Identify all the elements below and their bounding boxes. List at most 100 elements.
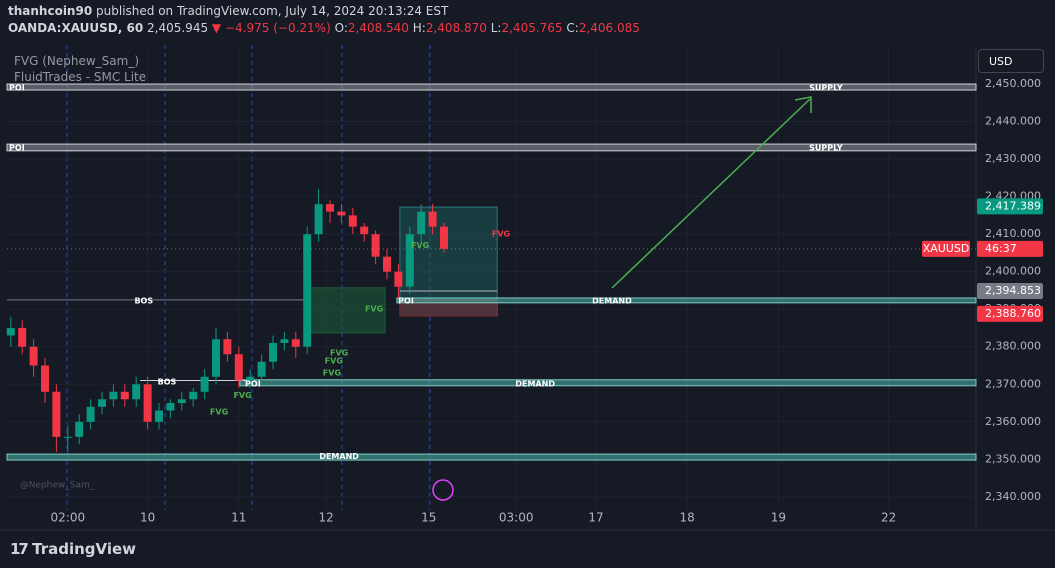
candle-body — [120, 391, 129, 400]
symbol-tag-label: XAUUSD — [923, 242, 970, 255]
annotation: BOS — [158, 378, 177, 387]
annotation: BOS — [134, 296, 153, 305]
change-arrow: ▼ — [211, 21, 222, 35]
candle-body — [223, 339, 232, 355]
ohlc-value: 2,408.540 — [347, 21, 409, 35]
annotation: FVG — [325, 357, 343, 366]
indicators: FVG (Nephew_Sam_) FluidTrades - SMC Lite — [14, 53, 146, 85]
x-tick-label: 18 — [680, 511, 695, 525]
change: −4.975 (−0.21%) — [224, 21, 331, 35]
annotation: POI — [398, 296, 414, 305]
candle-body — [155, 410, 163, 422]
price-tag-label: 2,394.853 — [985, 284, 1041, 297]
candle-body — [428, 211, 437, 227]
price-tag-label: 2,417.389 — [985, 199, 1041, 212]
brand: 17 TradingView — [10, 540, 137, 558]
candle-body — [291, 339, 300, 347]
price-tag — [977, 305, 1043, 322]
x-tick-label: 11 — [231, 511, 246, 525]
candle-body — [440, 226, 448, 249]
annotation: FVG — [233, 391, 251, 400]
candle-body — [143, 384, 152, 422]
candle-body — [257, 361, 266, 377]
ohlc-key: L: — [490, 21, 502, 35]
y-tick-label: 2,380.000 — [985, 340, 1041, 353]
x-tick-label: 19 — [771, 511, 786, 525]
candle-body — [417, 211, 426, 235]
zone — [6, 453, 977, 461]
annotation: FVG — [492, 230, 510, 239]
x-tick-label: 02:00 — [51, 511, 86, 525]
candle-body — [63, 436, 72, 438]
annotation: SUPPLY — [809, 83, 843, 92]
candle-body — [6, 327, 15, 336]
y-tick-label: 2,360.000 — [985, 415, 1041, 428]
candle-body — [98, 399, 106, 407]
ohlc-value: 2,406.085 — [578, 21, 640, 35]
y-tick-label: 2,400.000 — [985, 265, 1041, 278]
candle-body — [348, 215, 357, 227]
zone — [309, 287, 386, 334]
candle-body — [41, 365, 49, 392]
candle-body — [177, 399, 186, 404]
annotation: FVG — [330, 349, 348, 358]
candle-body — [109, 391, 118, 400]
candle-body — [75, 421, 84, 437]
x-tick-label: 17 — [588, 511, 603, 525]
candle-body — [371, 234, 380, 257]
currency-button[interactable]: USD — [978, 49, 1044, 73]
annotation: POI — [9, 143, 25, 152]
event-icon[interactable] — [432, 479, 454, 501]
annotation: FVG — [411, 241, 429, 250]
ohlc-key: O: — [334, 21, 348, 35]
x-tick-label: 10 — [140, 511, 155, 525]
price-tag — [977, 282, 1043, 299]
y-tick-label: 2,370.000 — [985, 377, 1041, 390]
ohlc-key: C: — [566, 21, 579, 35]
annotation: DEMAND — [592, 296, 632, 305]
candle-body — [280, 339, 289, 343]
author: thanhcoin90 — [8, 4, 93, 18]
price-tag-label: 2,388.760 — [985, 307, 1041, 320]
y-tick-label: 2,350.000 — [985, 452, 1041, 465]
zone — [239, 379, 977, 387]
y-tick-label: 2,410.000 — [985, 227, 1041, 240]
published: published on TradingView.com, July 14, 2… — [96, 4, 449, 18]
ohlc-value: 2,405.765 — [501, 21, 563, 35]
annotation: POI — [245, 379, 261, 388]
y-tick-label: 2,450.000 — [985, 77, 1041, 90]
x-tick-label: 15 — [421, 511, 436, 525]
ohlc-key: H: — [412, 21, 426, 35]
indicator[interactable]: FluidTrades - SMC Lite — [14, 70, 147, 84]
price-tag — [977, 198, 1043, 215]
candle-body — [166, 403, 175, 411]
candle-body — [326, 204, 334, 212]
annotation: POI — [9, 83, 25, 92]
zone — [6, 83, 977, 91]
candle-body — [314, 204, 323, 235]
candle-body — [405, 234, 414, 287]
x-tick-label: 03:00 — [499, 511, 534, 525]
watermark: @Nephew_Sam_ — [20, 481, 95, 491]
candle-body — [234, 354, 243, 381]
ohlc-value: 2,408.870 — [425, 21, 487, 35]
candle-body — [18, 327, 27, 347]
candle-body — [246, 376, 255, 381]
candle-body — [212, 339, 220, 377]
indicator[interactable]: FVG (Nephew_Sam_) — [14, 54, 140, 68]
annotation: DEMAND — [515, 379, 555, 388]
annotation: FVG — [210, 408, 228, 417]
y-tick-label: 2,430.000 — [985, 152, 1041, 165]
candle-body — [132, 384, 141, 400]
header: thanhcoin90 published on TradingView.com… — [8, 3, 640, 37]
brand-name: TradingView — [32, 540, 137, 558]
annotation: SUPPLY — [809, 143, 843, 152]
y-tick-label: 2,340.000 — [985, 490, 1041, 503]
y-tick-label: 2,440.000 — [985, 115, 1041, 128]
candle-body — [394, 271, 403, 287]
symbol: OANDA:XAUUSD, 60 — [8, 21, 144, 35]
symbol-tag — [922, 240, 970, 257]
price-tag-label: 46:37 — [985, 242, 1017, 255]
candle-body — [189, 391, 198, 400]
